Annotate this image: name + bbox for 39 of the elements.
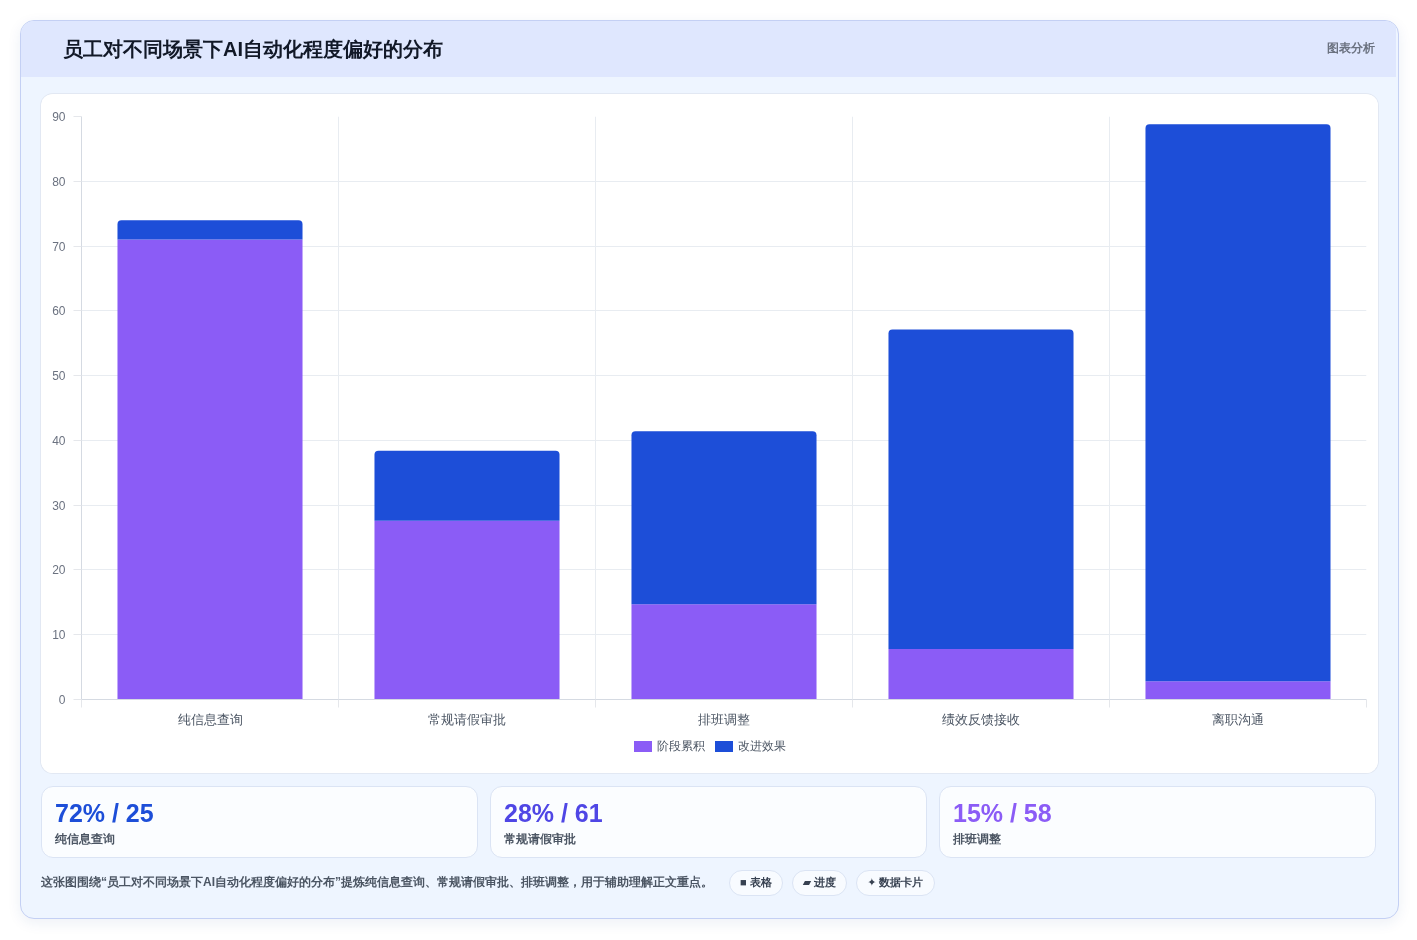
y-tick-label: 30	[52, 498, 66, 513]
y-tick-label: 90	[52, 110, 66, 124]
y-tick-label: 80	[52, 174, 66, 189]
bar	[888, 648, 1074, 700]
bar	[117, 239, 303, 700]
bar	[374, 450, 560, 521]
text: ▰ 进度	[791, 870, 848, 896]
y-tick-label: 20	[52, 563, 66, 578]
x-tick-label: 常规请假审批	[428, 711, 506, 727]
bar	[1145, 124, 1331, 682]
chart-title: 员工对不同场景下AI自动化程度偏好的分布	[63, 36, 443, 62]
x-tick-label: 排班调整	[698, 711, 750, 727]
text: 这张图围绕“员工对不同场景下AI自动化程度偏好的分布”提炼纯信息查询、常规请假审批、排班调整，用于辅助理解正文重点。	[41, 874, 713, 892]
text: 常规请假审批	[504, 831, 577, 848]
x-tick-label: 绩效反馈接收	[942, 711, 1020, 727]
y-tick-label: 40	[52, 433, 66, 448]
bar	[888, 329, 1074, 649]
bar	[374, 520, 560, 700]
bar	[117, 220, 303, 240]
bar	[1145, 681, 1331, 700]
text: 纯信息查询	[55, 831, 116, 848]
text: ✦ 数据卡片	[856, 870, 935, 896]
bar	[631, 604, 817, 700]
legend-label: 阶段累积	[656, 738, 705, 755]
text: 排班调整	[953, 831, 1002, 848]
text: 28% / 61	[504, 798, 604, 829]
text: ■ 表格	[729, 870, 783, 896]
y-tick-label: 60	[52, 304, 66, 319]
y-tick-label: 50	[52, 369, 66, 384]
y-tick-label: 70	[52, 239, 66, 254]
y-tick-label: 10	[52, 628, 66, 643]
legend-label: 改进效果	[737, 738, 786, 755]
text: 图表分析	[1327, 40, 1375, 58]
bar	[631, 431, 817, 605]
text: 15% / 58	[953, 798, 1053, 829]
text: 72% / 25	[55, 798, 155, 829]
x-tick-label: 纯信息查询	[177, 711, 243, 727]
x-tick-label: 离职沟通	[1212, 711, 1264, 727]
y-tick-label: 0	[58, 693, 66, 707]
